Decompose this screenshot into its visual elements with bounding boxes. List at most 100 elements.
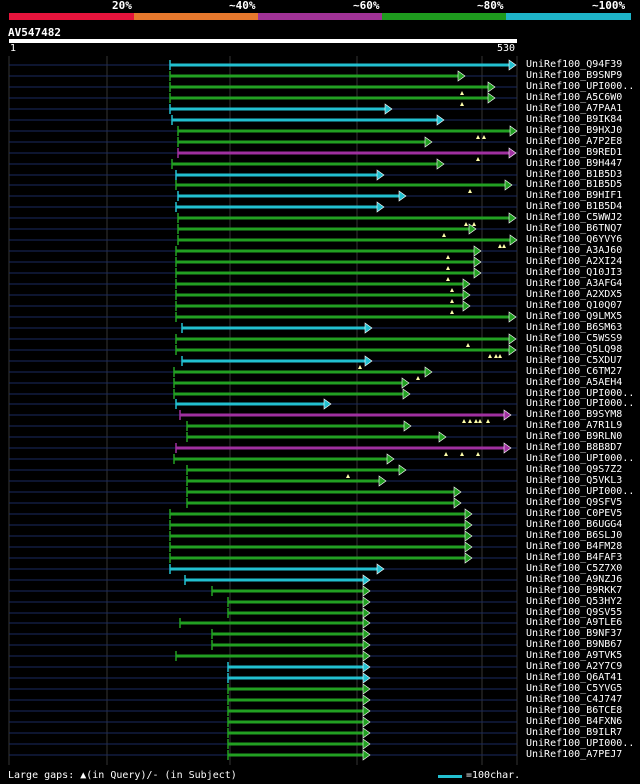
hit-end-arrow: [424, 366, 433, 378]
hit-end-arrow: [362, 683, 371, 695]
hit-end-arrow: [362, 749, 371, 761]
hit-label[interactable]: UniRef100_B6UGG4: [526, 519, 623, 530]
hit-label[interactable]: UniRef100_UPI000..: [526, 738, 635, 749]
hit-label[interactable]: UniRef100_B9HXJ0: [526, 125, 623, 136]
hit-end-arrow: [384, 103, 393, 115]
hit-label[interactable]: UniRef100_A7PAA1: [526, 103, 623, 114]
hit-label[interactable]: UniRef100_C5YVG5: [526, 683, 623, 694]
query-gap-marker: [464, 222, 468, 226]
query-gap-marker: [460, 452, 464, 456]
hit-label[interactable]: UniRef100_A3AFG4: [526, 278, 623, 289]
hit-label[interactable]: UniRef100_A7P2E8: [526, 136, 623, 147]
hit-label[interactable]: UniRef100_A5AEH4: [526, 377, 623, 388]
hit-label[interactable]: UniRef100_A9TVK5: [526, 650, 623, 661]
hit-end-arrow: [362, 607, 371, 619]
hit-label[interactable]: UniRef100_UPI000..: [526, 388, 635, 399]
hit-end-arrow: [464, 530, 473, 542]
hit-label[interactable]: UniRef100_B9SYM8: [526, 409, 623, 420]
hit-label[interactable]: UniRef100_UPI000..: [526, 81, 635, 92]
hit-end-arrow: [362, 661, 371, 673]
hit-end-arrow: [362, 628, 371, 640]
hit-end-arrow: [362, 596, 371, 608]
hit-end-arrow: [362, 705, 371, 717]
query-gap-marker: [498, 354, 502, 358]
query-gap-marker: [494, 354, 498, 358]
hit-label[interactable]: UniRef100_B4FXN6: [526, 716, 623, 727]
hit-end-arrow: [401, 377, 410, 389]
hit-label[interactable]: UniRef100_B9RKK7: [526, 585, 623, 596]
hit-label[interactable]: UniRef100_B1B5D5: [526, 179, 623, 190]
hit-label[interactable]: UniRef100_UPI000..: [526, 486, 635, 497]
hit-end-arrow: [378, 475, 387, 487]
hit-end-arrow: [473, 267, 482, 279]
hit-label[interactable]: UniRef100_B6SM63: [526, 322, 623, 333]
hit-label[interactable]: UniRef100_B9NF37: [526, 628, 623, 639]
hit-end-arrow: [438, 431, 447, 443]
hit-label[interactable]: UniRef100_C5WWJ2: [526, 212, 623, 223]
hit-label[interactable]: UniRef100_B9ILR7: [526, 727, 623, 738]
hit-label[interactable]: UniRef100_Q6YVY6: [526, 234, 623, 245]
colorbar-60: [258, 13, 382, 20]
query-gap-marker: [450, 310, 454, 314]
hit-end-arrow: [487, 81, 496, 93]
hit-label[interactable]: UniRef100_A2XI24: [526, 256, 623, 267]
hit-label[interactable]: UniRef100_Q9S7Z2: [526, 464, 623, 475]
hit-label[interactable]: UniRef100_Q94F39: [526, 59, 623, 70]
hit-label[interactable]: UniRef100_A2Y7C9: [526, 661, 623, 672]
hit-label[interactable]: UniRef100_Q5VKL3: [526, 475, 623, 486]
hit-label[interactable]: UniRef100_B1B5D4: [526, 201, 623, 212]
query-gap-marker: [466, 343, 470, 347]
hit-label[interactable]: UniRef100_A3AJ60: [526, 245, 623, 256]
hit-label[interactable]: UniRef100_A7PEJ7: [526, 749, 623, 760]
hit-label[interactable]: UniRef100_A2XDX5: [526, 289, 623, 300]
hit-label[interactable]: UniRef100_B6TNQ7: [526, 223, 623, 234]
hit-end-arrow: [362, 716, 371, 728]
hit-label[interactable]: UniRef100_Q9LMX5: [526, 311, 623, 322]
hit-label[interactable]: UniRef100_B9RLN0: [526, 431, 623, 442]
query-gap-marker: [478, 419, 482, 423]
hit-label[interactable]: UniRef100_C4J747: [526, 694, 623, 705]
hit-label[interactable]: UniRef100_Q53HY2: [526, 596, 623, 607]
hit-label[interactable]: UniRef100_C5XDU7: [526, 355, 623, 366]
hit-label[interactable]: UniRef100_Q5LQ98: [526, 344, 623, 355]
hit-label[interactable]: UniRef100_Q9SV55: [526, 607, 623, 618]
hit-end-arrow: [464, 508, 473, 520]
hit-label[interactable]: UniRef100_B9H447: [526, 158, 623, 169]
hit-label[interactable]: UniRef100_B1B5D3: [526, 169, 623, 180]
hit-label[interactable]: UniRef100_Q6AT41: [526, 672, 623, 683]
hit-label[interactable]: UniRef100_C6TM27: [526, 366, 623, 377]
hit-end-arrow: [473, 245, 482, 257]
hit-label[interactable]: UniRef100_UPI000..: [526, 453, 635, 464]
legend-label-100: ~100%: [592, 0, 626, 12]
hit-end-arrow: [508, 344, 517, 356]
query-gap-marker: [446, 277, 450, 281]
hit-end-arrow: [364, 322, 373, 334]
hit-end-arrow: [362, 694, 371, 706]
hit-label[interactable]: UniRef100_A9TLE6: [526, 617, 623, 628]
hit-label[interactable]: UniRef100_C5Z7X0: [526, 563, 623, 574]
hit-label[interactable]: UniRef100_C0PEV5: [526, 508, 623, 519]
query-id[interactable]: AV547482: [8, 26, 61, 39]
hit-label[interactable]: UniRef100_Q10Q07: [526, 300, 623, 311]
hit-end-arrow: [376, 201, 385, 213]
hit-label[interactable]: UniRef100_B9NB67: [526, 639, 623, 650]
hit-label[interactable]: UniRef100_B6SLJ0: [526, 530, 623, 541]
hit-label[interactable]: UniRef100_B9HIF1: [526, 190, 623, 201]
hit-label[interactable]: UniRef100_Q10JI3: [526, 267, 623, 278]
hit-label[interactable]: UniRef100_C5WSS9: [526, 333, 623, 344]
hit-label[interactable]: UniRef100_UPI000..: [526, 398, 635, 409]
hit-label[interactable]: UniRef100_B4FAF3: [526, 552, 623, 563]
hit-label[interactable]: UniRef100_A5C6W0: [526, 92, 623, 103]
hit-label[interactable]: UniRef100_B8B8D7: [526, 442, 623, 453]
hit-end-arrow: [362, 738, 371, 750]
hit-label[interactable]: UniRef100_B9IK84: [526, 114, 623, 125]
hit-label[interactable]: UniRef100_A7R1L9: [526, 420, 623, 431]
query-gap-marker: [416, 376, 420, 380]
hit-label[interactable]: UniRef100_Q9SFV5: [526, 497, 623, 508]
hit-label[interactable]: UniRef100_B4FM28: [526, 541, 623, 552]
hit-label[interactable]: UniRef100_B6TCE8: [526, 705, 623, 716]
footer-gaps-legend: Large gaps: ▲(in Query)/- (in Subject): [8, 770, 237, 781]
hit-label[interactable]: UniRef100_B9SNP9: [526, 70, 623, 81]
hit-label[interactable]: UniRef100_A9NZJ6: [526, 574, 623, 585]
hit-label[interactable]: UniRef100_B9RED1: [526, 147, 623, 158]
